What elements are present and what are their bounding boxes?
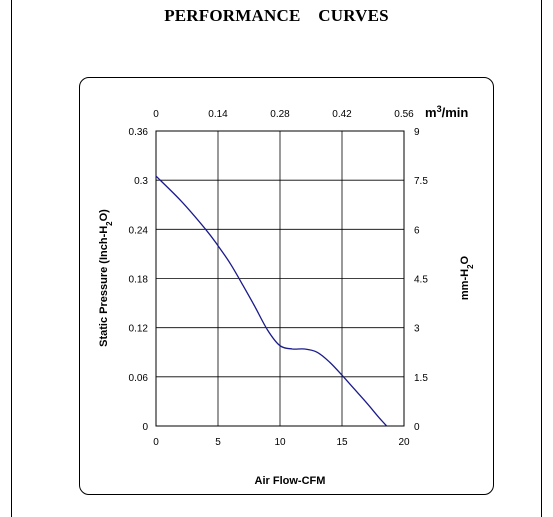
x-axis-title: Air Flow-CFM [255, 475, 326, 487]
secondary-x-tick-label: 0.56 [394, 109, 414, 120]
y-tick-label: 0.06 [129, 373, 149, 384]
secondary-y-tick-labels: 0 1.5 3 4.5 6 7.5 9 [414, 127, 428, 433]
secondary-x-axis-title: m3/min [425, 104, 468, 120]
page-title: PERFORMANCE CURVES [164, 6, 389, 25]
x-tick-label: 0 [153, 437, 159, 448]
secondary-y-tick-label: 7.5 [414, 176, 428, 187]
secondary-y-tick-label: 1.5 [414, 373, 428, 384]
pressure-flow-curve [155, 175, 388, 427]
y-tick-label: 0.24 [129, 225, 149, 236]
x-tick-label: 10 [274, 437, 286, 448]
plot-frame [155, 130, 405, 427]
x-tick-label: 15 [336, 437, 348, 448]
secondary-x-tick-label: 0.14 [208, 109, 228, 120]
x-tick-label: 20 [398, 437, 410, 448]
y-tick-label: 0.18 [129, 275, 149, 286]
page-frame [11, 0, 542, 517]
secondary-x-tick-label: 0.42 [332, 109, 352, 120]
x-tick-label: 5 [215, 437, 221, 448]
secondary-y-tick-label: 0 [414, 422, 420, 433]
secondary-y-tick-label: 6 [414, 225, 420, 236]
chart-panel [79, 77, 494, 495]
y-tick-label: 0.36 [129, 127, 149, 138]
secondary-x-tick-label: 0.28 [270, 109, 290, 120]
y-axis-title: Static Pressure (Inch-H2O) [98, 209, 114, 347]
y-tick-labels: 0 0.06 0.12 0.18 0.24 0.3 0.36 [129, 127, 149, 433]
grid [156, 131, 404, 426]
secondary-x-tick-labels: 0 0.14 0.28 0.42 0.56 [153, 109, 414, 120]
y-tick-label: 0.3 [134, 176, 148, 187]
y-tick-label: 0.12 [129, 324, 149, 335]
secondary-y-tick-label: 3 [414, 324, 420, 335]
secondary-y-tick-label: 9 [414, 127, 420, 138]
y-tick-label: 0 [142, 422, 148, 433]
x-tick-labels: 0 5 10 15 20 [153, 437, 410, 448]
secondary-x-tick-label: 0 [153, 109, 159, 120]
secondary-y-axis-title: mm-H2O [459, 255, 475, 300]
secondary-y-tick-label: 4.5 [414, 275, 428, 286]
